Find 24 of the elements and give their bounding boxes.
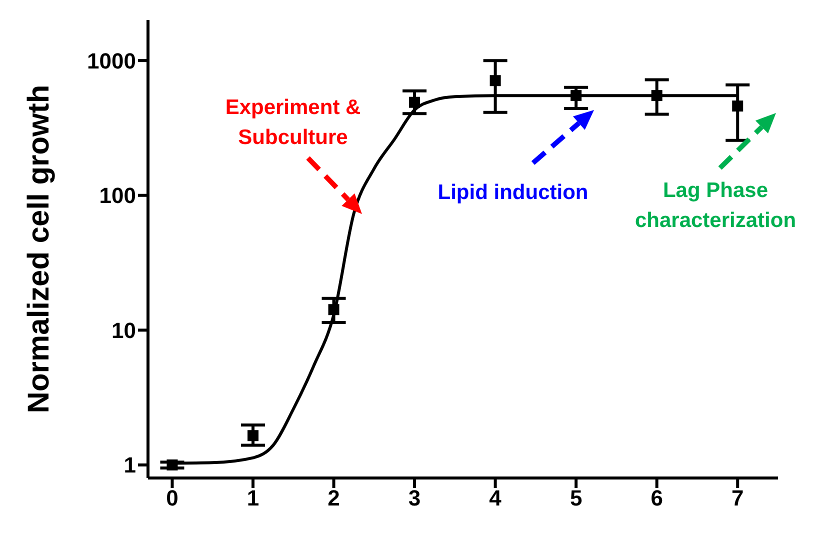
point: [570, 90, 582, 102]
point: [409, 96, 420, 108]
x-tick-label: 2: [328, 486, 340, 511]
annotation: Experiment & Subculture: [224, 95, 362, 151]
annotation: Lag Phase characterization: [634, 178, 798, 234]
point: [490, 75, 501, 86]
x-tick-label: 0: [166, 486, 178, 511]
x-tick-label: 3: [408, 486, 421, 511]
point: [328, 304, 340, 316]
y-tick-label: 1: [124, 452, 136, 478]
y-tick-label: 1000: [87, 48, 136, 74]
x-tick-label: 5: [570, 486, 582, 511]
point: [651, 90, 662, 102]
x-tick-label: 7: [731, 486, 744, 511]
annotation: Lipid induction: [436, 180, 590, 206]
x-tick-label: 6: [650, 486, 663, 511]
y-axis-title: Normalized cell growth: [22, 84, 56, 414]
point: [732, 100, 744, 112]
point: [248, 430, 258, 442]
x-tick-label: 4: [489, 486, 502, 511]
y-tick-label: 10: [112, 318, 136, 343]
x-tick-label: 1: [246, 486, 260, 511]
y-tick-label: 100: [99, 183, 136, 208]
point: [166, 459, 178, 470]
